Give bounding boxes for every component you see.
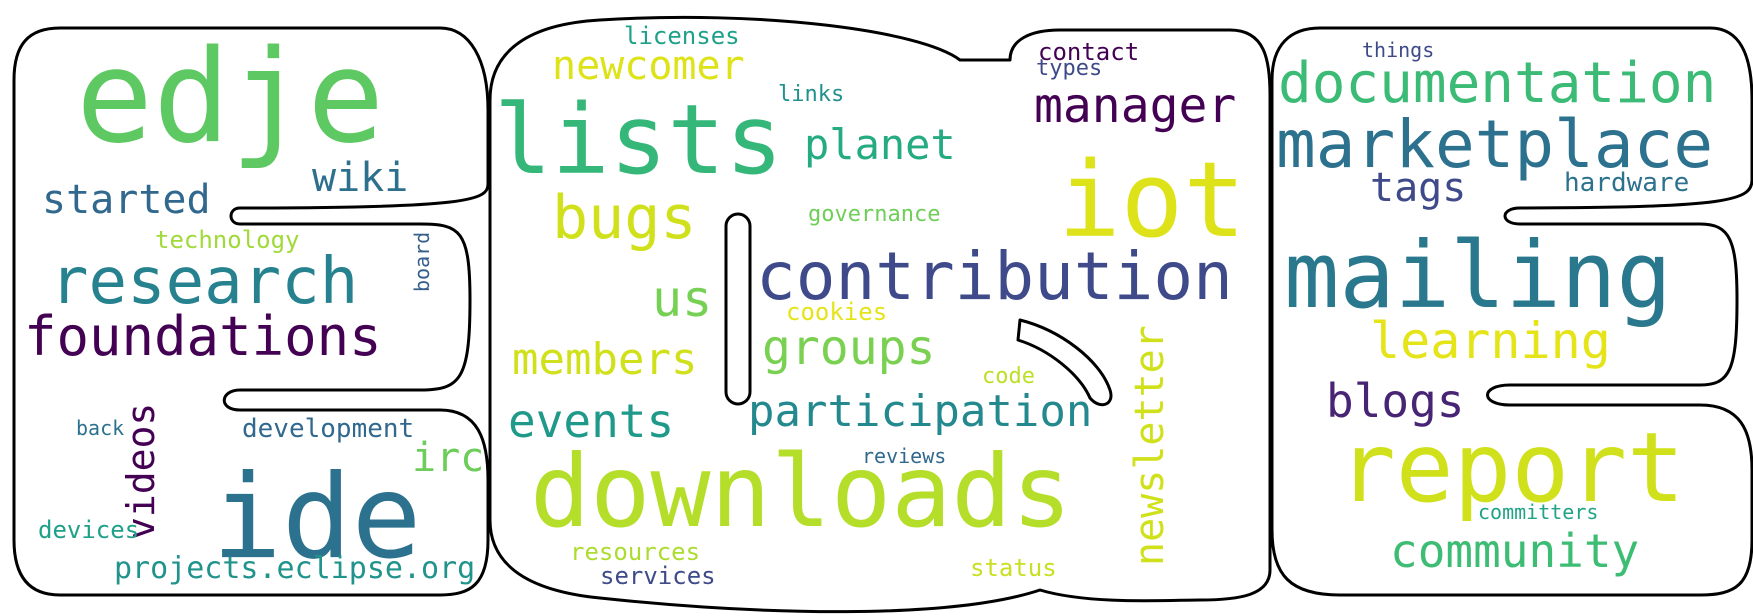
word-documentation: documentation xyxy=(1278,51,1717,116)
word-licenses: licenses xyxy=(624,22,740,50)
word-status: status xyxy=(970,554,1057,582)
word-us: us xyxy=(652,270,713,328)
word-downloads: downloads xyxy=(530,433,1072,550)
word-back: back xyxy=(76,416,125,440)
word-code: code xyxy=(982,364,1035,389)
word-foundations: foundations xyxy=(24,305,382,368)
word-learning: learning xyxy=(1370,312,1611,370)
word-projects: projects.eclipse.org xyxy=(114,551,476,586)
word-governance: governance xyxy=(808,202,941,227)
word-marketplace: marketplace xyxy=(1276,106,1714,183)
word-manager: manager xyxy=(1034,78,1237,134)
word-members: members xyxy=(512,334,698,385)
word-cookies: cookies xyxy=(786,298,888,326)
word-reviews: reviews xyxy=(862,444,947,468)
word-types: types xyxy=(1036,56,1103,81)
word-participation: participation xyxy=(748,386,1093,437)
word-newcomer: newcomer xyxy=(552,43,745,89)
word-wiki: wiki xyxy=(312,155,409,201)
word-newsletter: newsletter xyxy=(1127,325,1173,566)
word-community: community xyxy=(1390,524,1640,578)
word-planet: planet xyxy=(804,120,956,169)
word-contribution: contribution xyxy=(756,238,1233,315)
letter-d-counter-arc xyxy=(1016,318,1113,407)
word-report: report xyxy=(1338,412,1685,524)
word-research: research xyxy=(50,245,359,319)
word-tags: tags xyxy=(1370,165,1467,211)
letter-d-counter-bar xyxy=(724,212,752,406)
word-edje: edje xyxy=(76,23,385,172)
word-events: events xyxy=(508,394,675,448)
word-bugs: bugs xyxy=(552,183,697,253)
word-hardware: hardware xyxy=(1564,168,1690,198)
word-contact: contact xyxy=(1038,38,1140,66)
word-development: development xyxy=(242,414,415,444)
word-blogs: blogs xyxy=(1326,374,1465,428)
word-devices: devices xyxy=(38,516,140,544)
word-mailing: mailing xyxy=(1284,222,1672,329)
word-groups: groups xyxy=(762,320,936,376)
word-services: services xyxy=(600,562,716,590)
word-started: started xyxy=(42,177,211,223)
letter-e-left-outline xyxy=(12,26,490,597)
word-things: things xyxy=(1362,38,1435,62)
word-technology: technology xyxy=(155,226,300,254)
letter-e-right-outline xyxy=(1270,26,1753,597)
word-resources: resources xyxy=(570,538,701,566)
word-iot: iot xyxy=(1058,139,1246,261)
word-links: links xyxy=(778,82,845,107)
word-lists: lists xyxy=(494,84,783,196)
word-board: board xyxy=(410,231,434,292)
word-irc: irc xyxy=(412,435,485,481)
word-committers: committers xyxy=(1478,500,1599,524)
word-ide: ide xyxy=(212,450,422,585)
letter-d-outline xyxy=(488,15,1272,614)
